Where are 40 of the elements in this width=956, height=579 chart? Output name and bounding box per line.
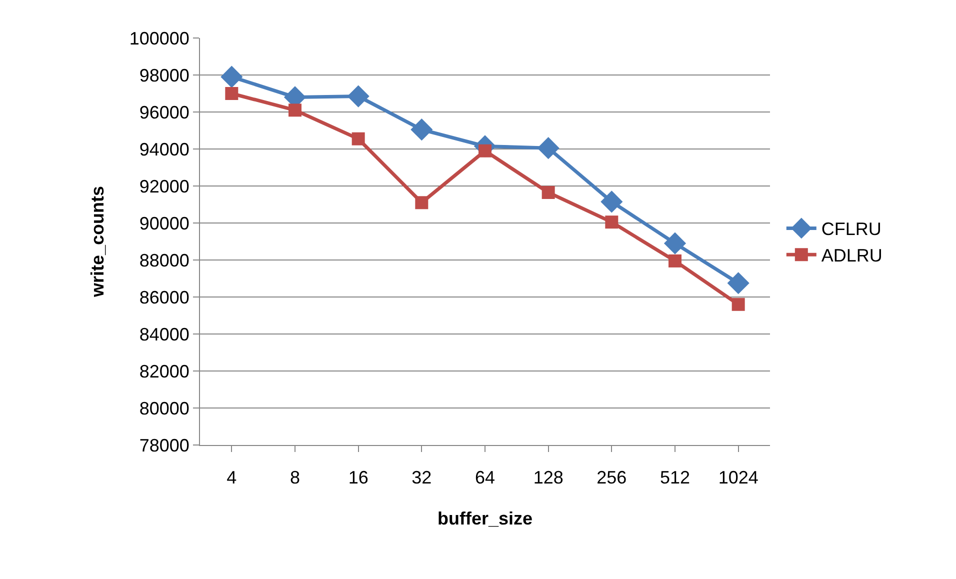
y-tick-label: 90000: [139, 213, 190, 234]
x-tick-label: 32: [412, 468, 432, 488]
x-tick-label: 1024: [718, 468, 758, 488]
y-tick-label: 100000: [129, 28, 190, 48]
point: [347, 85, 370, 108]
y-tick-label: 82000: [139, 361, 190, 382]
point: [537, 137, 560, 160]
y-tick-label: 98000: [139, 65, 190, 86]
y-tick-label: 92000: [139, 176, 190, 196]
y-tick-label: 94000: [139, 139, 190, 160]
y-tick-label: 86000: [139, 287, 190, 308]
x-tick-label: 64: [474, 468, 496, 488]
legend-label: CFLRU: [821, 219, 882, 240]
y-axis-title: write_counts: [88, 186, 108, 298]
point: [352, 132, 365, 146]
x-axis-title: buffer_size: [437, 508, 533, 529]
point: [727, 272, 750, 294]
y-tick-label: 96000: [139, 102, 190, 122]
y-tick-label: 84000: [139, 324, 190, 344]
point: [410, 118, 433, 141]
x-tick-label: 256: [596, 468, 627, 488]
legend-label: ADLRU: [821, 246, 882, 266]
y-tick-label: 88000: [139, 250, 190, 270]
y-tick-label: 78000: [139, 435, 190, 456]
point: [288, 104, 302, 117]
point: [600, 190, 623, 213]
point: [220, 66, 243, 88]
point: [668, 254, 682, 268]
y-tick-label: 80000: [139, 398, 190, 418]
x-tick-label: 4: [226, 468, 237, 488]
point: [664, 232, 686, 254]
x-tick-label: 128: [533, 468, 564, 488]
point: [732, 298, 745, 311]
point: [542, 186, 555, 199]
point: [415, 196, 428, 210]
x-tick-label: 16: [348, 468, 368, 488]
point: [225, 87, 238, 100]
point: [605, 216, 618, 229]
x-tick-label: 512: [660, 468, 690, 488]
x-tick-label: 8: [290, 468, 300, 488]
